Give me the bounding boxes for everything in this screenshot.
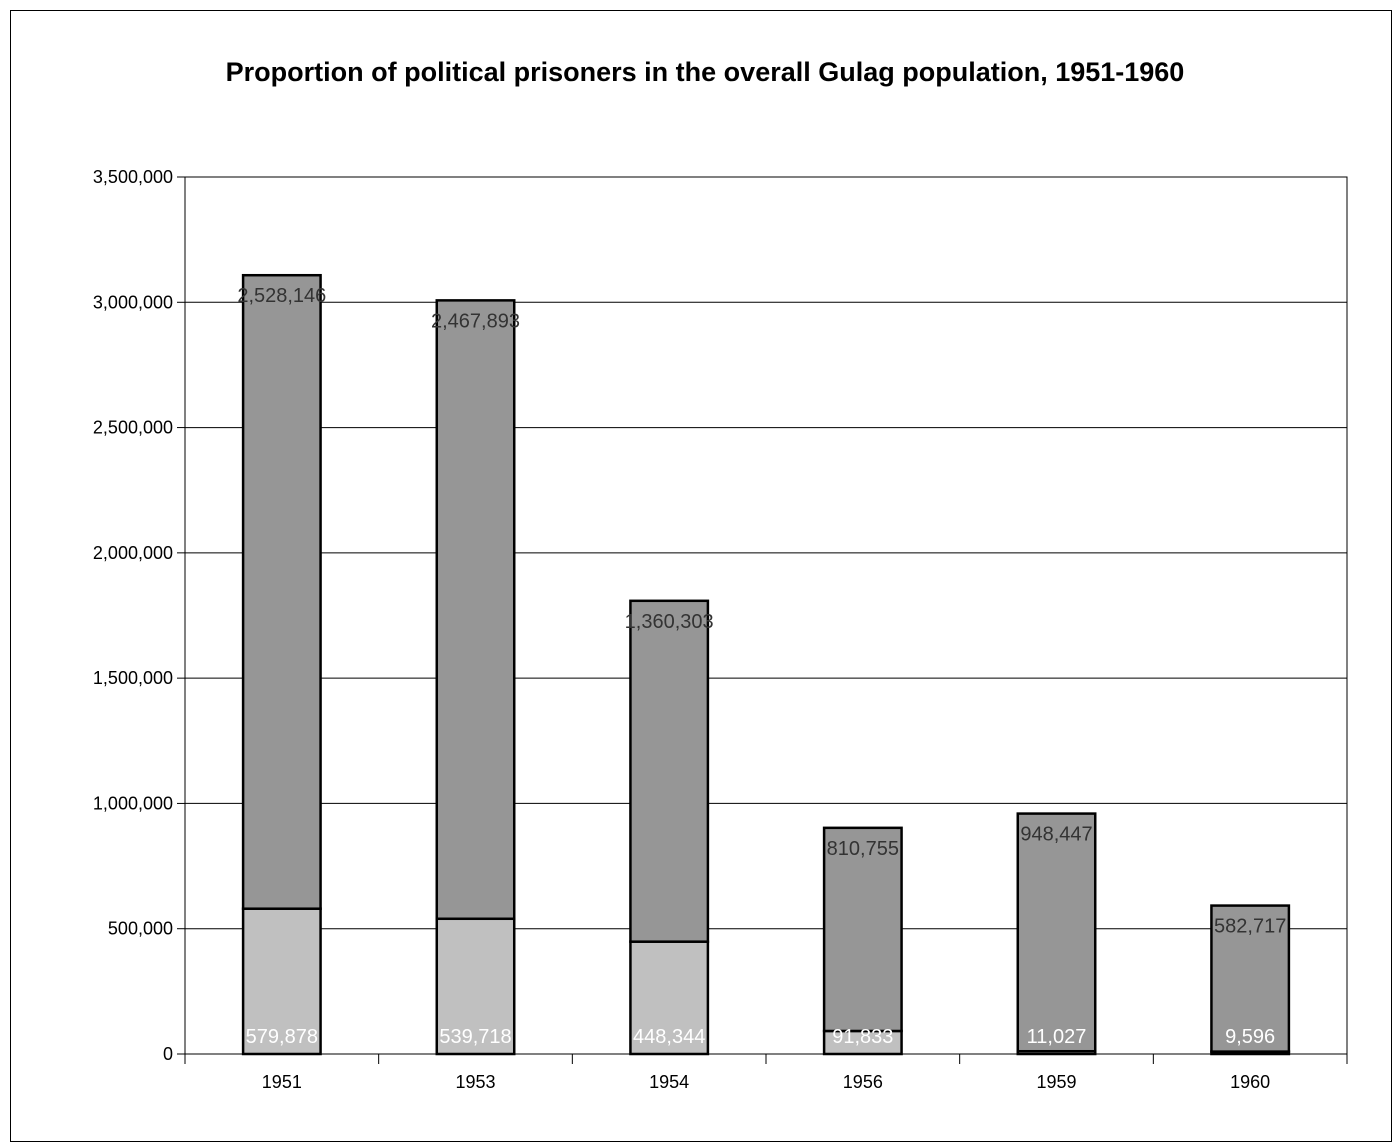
plot-border <box>184 176 1348 1055</box>
y-tick-label: 0 <box>163 1044 173 1064</box>
plot-area: 0 500,000 1,000,000 1,500,000 2,000,000 2,500… <box>93 167 1348 1092</box>
data-label-other: 1,360,303 <box>625 611 714 633</box>
chart-title: Proportion of political prisoners in the… <box>226 57 1185 87</box>
data-label-other: 2,467,893 <box>431 310 520 332</box>
x-tick-label: 1953 <box>455 1072 495 1092</box>
data-label-other: 2,528,146 <box>237 285 326 307</box>
x-tick-label: 1959 <box>1036 1072 1076 1092</box>
x-tick-label: 1956 <box>843 1072 883 1092</box>
data-label-political: 539,718 <box>439 1026 511 1048</box>
y-tick-label: 500,000 <box>108 919 173 939</box>
bar-segment-other <box>241 273 322 910</box>
data-label-other: 810,755 <box>827 838 899 860</box>
bar-segment-other <box>435 299 516 921</box>
bar-segment-other <box>1016 812 1097 1053</box>
data-label-political: 91,833 <box>832 1026 893 1048</box>
y-tick-label: 2,500,000 <box>93 418 173 438</box>
y-tick-label: 3,000,000 <box>93 292 173 312</box>
data-label-political: 9,596 <box>1225 1026 1275 1048</box>
bar-segment-other <box>629 599 710 943</box>
x-tick-label: 1951 <box>262 1072 302 1092</box>
y-tick-label: 1,500,000 <box>93 668 173 688</box>
y-tick-label: 3,500,000 <box>93 167 173 187</box>
x-tick-label: 1960 <box>1230 1072 1270 1092</box>
bar-segment-other <box>1210 904 1291 1053</box>
x-tick-label: 1954 <box>649 1072 689 1092</box>
data-label-political: 579,878 <box>246 1026 318 1048</box>
y-tick-label: 2,000,000 <box>93 543 173 563</box>
bar-segment-other <box>822 826 903 1033</box>
data-label-other: 582,717 <box>1214 916 1286 938</box>
data-label-political: 448,344 <box>633 1026 705 1048</box>
y-tick-label: 1,000,000 <box>93 793 173 813</box>
bar-segment-political <box>435 917 516 1056</box>
data-label-other: 948,447 <box>1020 824 1092 846</box>
data-label-political: 11,027 <box>1027 1026 1087 1048</box>
